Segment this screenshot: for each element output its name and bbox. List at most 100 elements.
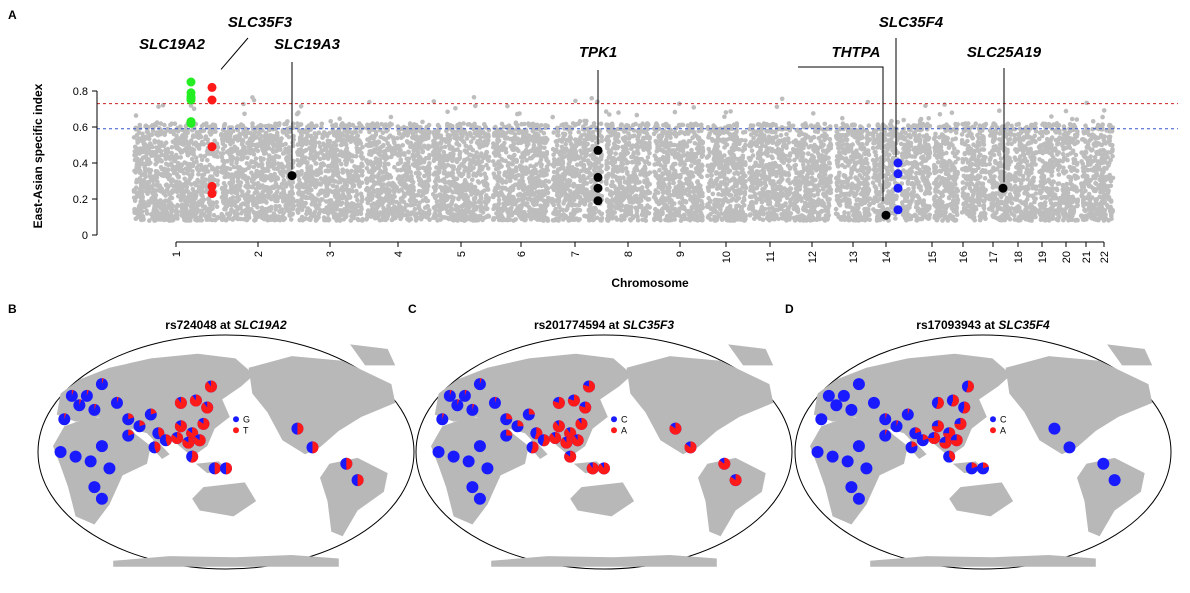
background-point bbox=[250, 95, 255, 100]
background-point bbox=[202, 206, 208, 211]
background-point bbox=[169, 195, 175, 201]
background-point bbox=[330, 183, 336, 189]
background-point bbox=[437, 165, 443, 170]
background-point bbox=[246, 212, 251, 218]
background-point bbox=[581, 182, 586, 187]
manhattan-panel: A 00.20.40.60.81 2 3 4 5 6 7 8 9 10 11 12 13 14 15 16 17… bbox=[8, 8, 1178, 290]
background-point bbox=[265, 195, 271, 200]
background-point bbox=[464, 215, 470, 221]
background-point bbox=[573, 98, 578, 104]
background-point bbox=[180, 138, 185, 144]
background-point bbox=[323, 188, 328, 193]
background-point bbox=[350, 188, 355, 194]
background-point bbox=[156, 147, 162, 152]
background-point bbox=[206, 124, 212, 130]
background-point bbox=[544, 198, 549, 204]
background-point bbox=[509, 209, 514, 215]
background-point bbox=[561, 165, 566, 171]
background-point bbox=[553, 185, 559, 191]
background-point bbox=[513, 168, 519, 174]
background-point bbox=[510, 155, 516, 160]
background-point bbox=[334, 184, 340, 190]
background-point bbox=[347, 123, 353, 128]
background-point bbox=[214, 172, 220, 177]
background-point bbox=[404, 183, 409, 188]
background-point bbox=[218, 151, 224, 156]
background-point bbox=[194, 218, 200, 223]
background-point bbox=[215, 154, 220, 159]
background-point bbox=[450, 158, 455, 164]
background-point bbox=[271, 164, 276, 169]
background-point bbox=[318, 165, 324, 170]
background-point bbox=[284, 121, 289, 127]
background-point bbox=[187, 151, 192, 156]
background-point bbox=[173, 158, 178, 164]
background-point bbox=[535, 212, 541, 218]
background-point bbox=[475, 161, 481, 166]
background-point bbox=[491, 206, 496, 212]
background-point bbox=[379, 122, 385, 127]
background-point bbox=[573, 168, 578, 174]
background-point bbox=[135, 191, 141, 196]
background-point bbox=[202, 154, 207, 159]
background-point bbox=[352, 125, 358, 131]
background-point bbox=[316, 151, 321, 156]
background-point bbox=[324, 154, 329, 160]
background-point bbox=[224, 136, 230, 142]
background-point bbox=[134, 133, 140, 138]
background-point bbox=[538, 172, 544, 178]
background-point bbox=[417, 171, 422, 177]
background-point bbox=[492, 175, 498, 180]
background-point bbox=[445, 203, 451, 209]
background-point bbox=[245, 184, 251, 190]
background-point bbox=[169, 150, 174, 156]
background-point bbox=[397, 161, 402, 166]
background-point bbox=[532, 176, 537, 181]
background-point bbox=[232, 144, 237, 150]
background-point bbox=[540, 204, 545, 209]
background-point bbox=[163, 140, 169, 145]
background-point bbox=[448, 187, 453, 193]
background-point bbox=[360, 144, 365, 150]
background-point bbox=[572, 174, 578, 179]
background-point bbox=[149, 198, 155, 203]
background-point bbox=[468, 217, 474, 222]
background-point bbox=[541, 211, 547, 217]
background-point bbox=[484, 214, 489, 220]
background-point bbox=[531, 164, 537, 169]
background-point bbox=[354, 145, 360, 151]
background-point bbox=[471, 190, 477, 195]
background-point bbox=[505, 135, 510, 141]
background-point bbox=[506, 154, 512, 159]
background-point bbox=[455, 187, 461, 193]
background-point bbox=[229, 173, 234, 178]
background-point bbox=[455, 167, 461, 172]
background-point bbox=[159, 140, 164, 145]
background-point bbox=[154, 131, 159, 137]
background-point bbox=[373, 206, 378, 212]
background-point bbox=[480, 164, 486, 170]
background-point bbox=[519, 159, 525, 164]
background-point bbox=[436, 124, 442, 129]
background-point bbox=[461, 127, 466, 133]
background-point bbox=[249, 160, 254, 165]
background-point bbox=[323, 180, 329, 186]
background-point bbox=[143, 168, 149, 173]
background-point bbox=[163, 154, 169, 159]
background-point bbox=[210, 175, 215, 181]
background-point bbox=[176, 174, 181, 179]
background-point bbox=[571, 150, 576, 155]
background-point bbox=[231, 164, 237, 170]
background-point bbox=[277, 121, 282, 126]
background-point bbox=[157, 199, 162, 204]
background-point bbox=[497, 153, 502, 159]
background-point bbox=[143, 174, 148, 180]
background-point bbox=[543, 187, 549, 193]
background-point bbox=[434, 177, 439, 182]
background-point bbox=[598, 216, 604, 222]
background-point bbox=[290, 180, 296, 185]
background-point bbox=[340, 141, 345, 146]
background-point bbox=[471, 172, 477, 177]
background-point bbox=[403, 161, 408, 167]
background-point bbox=[263, 216, 269, 221]
